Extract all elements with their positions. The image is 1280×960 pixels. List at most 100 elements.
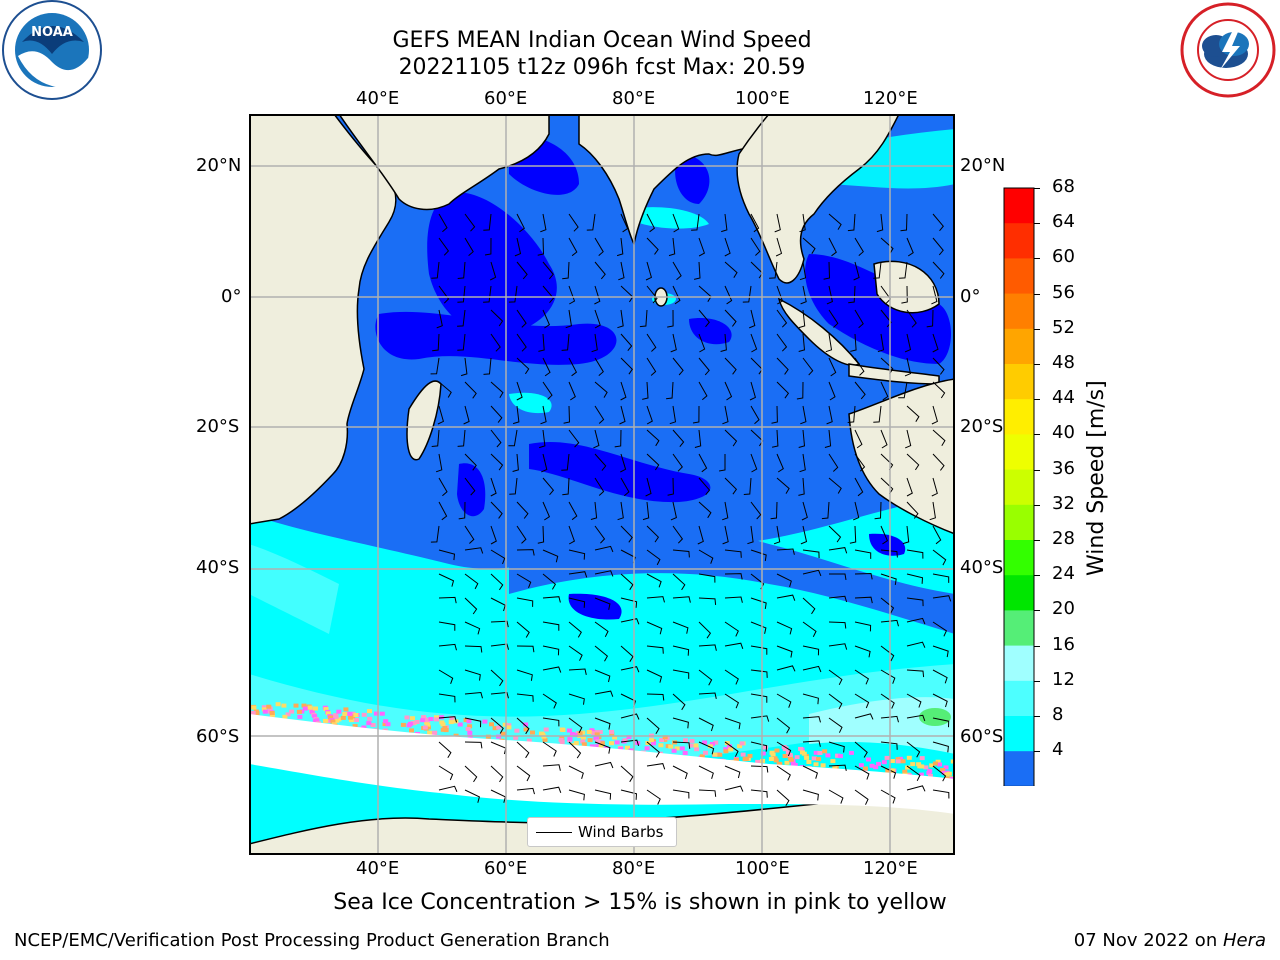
sea-ice-cell (837, 754, 843, 759)
wind-barb (932, 789, 950, 799)
wind-barb (438, 501, 448, 521)
sea-ice-cell (506, 725, 512, 730)
wind-barb (490, 573, 504, 591)
wind-barb (516, 693, 534, 702)
wind-barb (672, 621, 689, 634)
wind-barb (829, 573, 847, 580)
sea-ice-cell (463, 718, 469, 723)
wind-barb (620, 525, 633, 543)
colorbar-tick-label: 64 (1052, 211, 1075, 233)
wind-barb (854, 669, 870, 685)
wind-barb (906, 237, 914, 257)
wind-barb (724, 596, 743, 603)
colorbar-tick-mark (1034, 434, 1040, 436)
sea-ice-cell (668, 744, 674, 749)
wind-barb (776, 381, 790, 399)
wind-barb (802, 665, 822, 673)
wind-barb (438, 596, 457, 604)
sea-ice-cell (269, 711, 275, 715)
wind-barb (490, 405, 503, 423)
wind-barb (542, 573, 557, 590)
wind-barb (568, 549, 586, 560)
sea-ice-cell (595, 739, 601, 744)
sea-ice-cell (314, 718, 320, 723)
wind-barb (646, 596, 665, 603)
wind-barb (672, 693, 686, 711)
wind-barb (848, 285, 856, 304)
sea-ice-cell (542, 737, 548, 742)
wind-barb (880, 429, 888, 449)
wind-barb (722, 405, 729, 425)
wind-barb (516, 597, 534, 607)
wind-barb (932, 357, 945, 375)
wind-barb (457, 309, 466, 327)
wind-barb (542, 501, 551, 521)
sea-ice-cell (929, 763, 935, 768)
wind-barb-legend-line (536, 832, 572, 833)
sea-ice-cell (651, 741, 657, 746)
wind-band-16-20 (809, 697, 954, 754)
wind-barb (932, 741, 949, 753)
sea-ice-cell (440, 727, 446, 732)
wind-barb (932, 261, 945, 279)
wind-barb (801, 501, 808, 521)
wind-barb (594, 309, 601, 329)
sea-ice-cell (586, 730, 592, 734)
wind-barb (542, 717, 560, 727)
wind-barb (802, 549, 820, 559)
sea-ice-cell (609, 729, 614, 734)
colorbar-segment (1004, 188, 1034, 224)
wind-barb (457, 261, 466, 279)
sea-ice-cell (890, 768, 896, 773)
wind-barb (667, 477, 674, 496)
wind-barb (457, 285, 466, 303)
wind-barb (642, 381, 649, 400)
wind-barb (540, 213, 547, 233)
wind-barb (464, 477, 476, 496)
colorbar-tick-mark (1034, 188, 1040, 189)
wind-barb (854, 741, 868, 758)
wind-barb (828, 547, 848, 554)
wind-barb (594, 717, 611, 730)
wind-barb (516, 309, 527, 328)
wind-barb (906, 641, 926, 648)
wind-barb (932, 237, 944, 256)
wind-barb (825, 333, 833, 353)
wind-barb (508, 285, 518, 303)
wind-barb (698, 309, 710, 328)
wind-barb (464, 691, 483, 699)
sea-ice-cell (302, 706, 308, 711)
colorbar-tick-mark (1034, 399, 1040, 401)
wind-barb (618, 261, 625, 281)
colorbar-segment (1004, 575, 1034, 611)
wind-barb (594, 237, 604, 256)
sea-ice-cell (385, 722, 391, 727)
sea-ice-cell (580, 739, 586, 744)
wind-barb (854, 572, 873, 580)
colorbar-tick-label: 20 (1052, 598, 1075, 620)
wind-barb (490, 309, 504, 327)
sea-ice-cell (682, 751, 688, 755)
wind-barb (693, 261, 701, 280)
wind-barb (483, 285, 492, 303)
wind-barb (828, 213, 842, 230)
lat-label-left: 20°N (196, 155, 242, 176)
sea-ice-cell (740, 752, 746, 757)
sea-ice-cell (350, 714, 356, 719)
wind-barb (698, 669, 713, 686)
wind-barb (742, 285, 752, 303)
wind-barb (750, 453, 758, 473)
sea-ice-cell (813, 750, 819, 755)
wind-barb (750, 669, 768, 678)
wind-barb (542, 549, 559, 563)
wind-barb (828, 764, 847, 772)
wind-barb (568, 571, 588, 578)
wind-barb (646, 213, 656, 233)
wind-barb (542, 477, 555, 496)
wind-barb (724, 741, 739, 757)
sea-ice-cell (354, 718, 359, 722)
sea-ice-cell (858, 763, 864, 768)
wind-barb (853, 261, 860, 281)
wind-barb (873, 405, 882, 423)
wind-barb (620, 357, 633, 375)
